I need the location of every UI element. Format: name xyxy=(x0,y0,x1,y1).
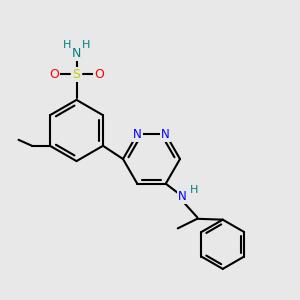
Text: O: O xyxy=(94,68,104,81)
Text: H: H xyxy=(190,185,198,195)
Text: H: H xyxy=(82,40,91,50)
Text: N: N xyxy=(72,47,81,60)
Text: O: O xyxy=(49,68,59,81)
Text: H: H xyxy=(62,40,71,50)
Text: N: N xyxy=(133,128,142,141)
Text: N: N xyxy=(178,190,187,203)
Text: N: N xyxy=(161,128,170,141)
Text: S: S xyxy=(73,68,80,81)
